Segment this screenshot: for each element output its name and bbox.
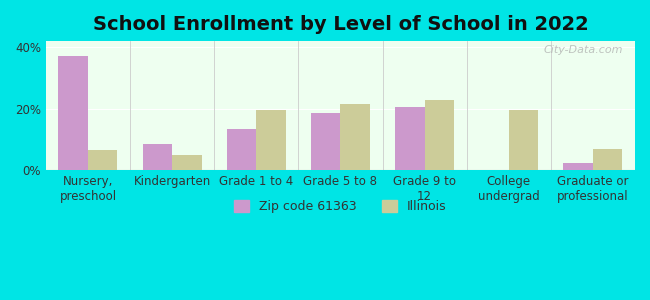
Bar: [564, 163, 593, 170]
Bar: [256, 110, 286, 170]
Bar: [227, 129, 256, 170]
Bar: [142, 144, 172, 170]
Bar: [509, 110, 538, 170]
Bar: [172, 155, 202, 170]
Bar: [593, 149, 623, 170]
Bar: [58, 56, 88, 170]
Bar: [311, 113, 341, 170]
Bar: [424, 100, 454, 170]
Legend: Zip code 61363, Illinois: Zip code 61363, Illinois: [229, 195, 452, 218]
Bar: [88, 150, 118, 170]
Title: School Enrollment by Level of School in 2022: School Enrollment by Level of School in …: [92, 15, 588, 34]
Text: City-Data.com: City-Data.com: [543, 45, 623, 55]
Bar: [341, 104, 370, 170]
Bar: [395, 107, 424, 170]
